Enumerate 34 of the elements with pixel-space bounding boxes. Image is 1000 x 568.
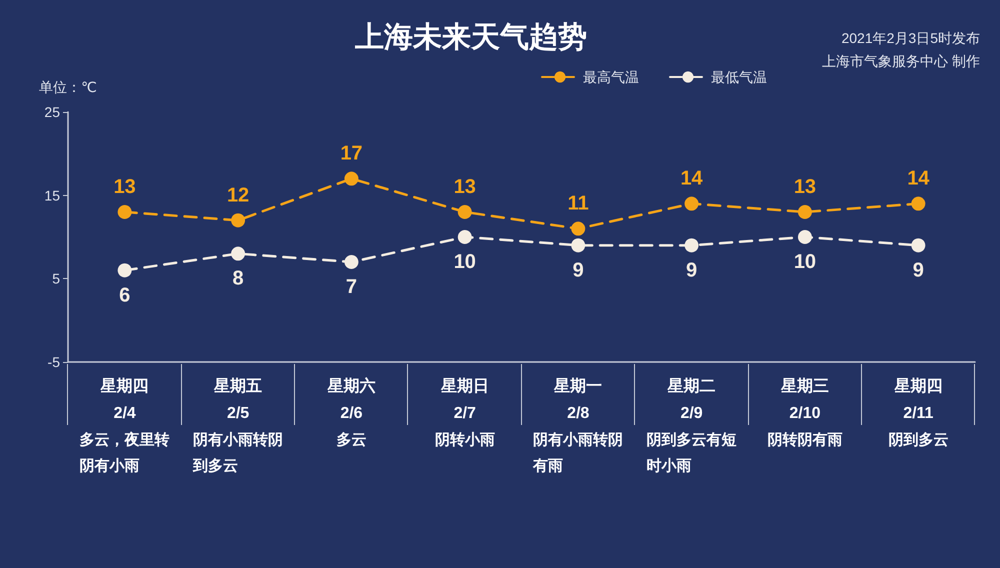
x-tick-label: 星期四 2/11 阴到多云	[888, 377, 948, 448]
data-label: 7	[346, 276, 357, 298]
text: 上海市气象服务中心 制作	[822, 53, 980, 69]
x-tick-label: 星期二 2/9 阴到多云有短时小雨	[646, 377, 737, 474]
legend-label: 最高气温	[583, 69, 639, 85]
data-label: 9	[912, 259, 924, 282]
x-tick-label: 星期四 2/4 多云，夜里转阴有小雨	[80, 377, 170, 474]
legend-label: 最低气温	[711, 69, 767, 85]
data-label: 9	[572, 259, 584, 282]
x-tick-label: 星期五 2/5 阴有小雨转阴到多云	[192, 377, 284, 474]
x-tick-label: 星期一 2/8 阴有小雨转阴有雨	[532, 377, 624, 474]
y-tick-label: 25	[44, 104, 60, 120]
data-label: 10	[454, 251, 476, 273]
data-label: 11	[568, 192, 589, 215]
data-label: 13	[454, 176, 476, 198]
chart-title: 上海未来天气趋势	[354, 22, 587, 54]
data-label: 17	[340, 142, 363, 165]
x-tick-label: 星期三 2/10 阴转阴有雨	[767, 377, 842, 448]
data-label: 8	[232, 268, 244, 290]
y-tick-label: 15	[44, 187, 60, 204]
data-label: 9	[686, 259, 698, 282]
y-axis-title: 单位：℃	[39, 79, 97, 95]
chart-subtitle: 2021年2月3日5时发布	[841, 30, 980, 46]
data-label: 12	[226, 184, 250, 206]
data-label: 14	[907, 168, 930, 190]
data-label: 13	[794, 176, 816, 198]
y-tick-label: -5	[48, 354, 60, 370]
x-tick-label: 星期日 2/7 阴转小雨	[434, 377, 495, 448]
data-label: 10	[794, 251, 816, 273]
y-tick-label: 5	[52, 270, 60, 287]
data-label: 6	[119, 284, 130, 306]
x-tick-label: 星期六 2/6 多云	[326, 377, 376, 448]
data-label: 14	[680, 168, 704, 190]
data-label: 13	[114, 176, 136, 198]
